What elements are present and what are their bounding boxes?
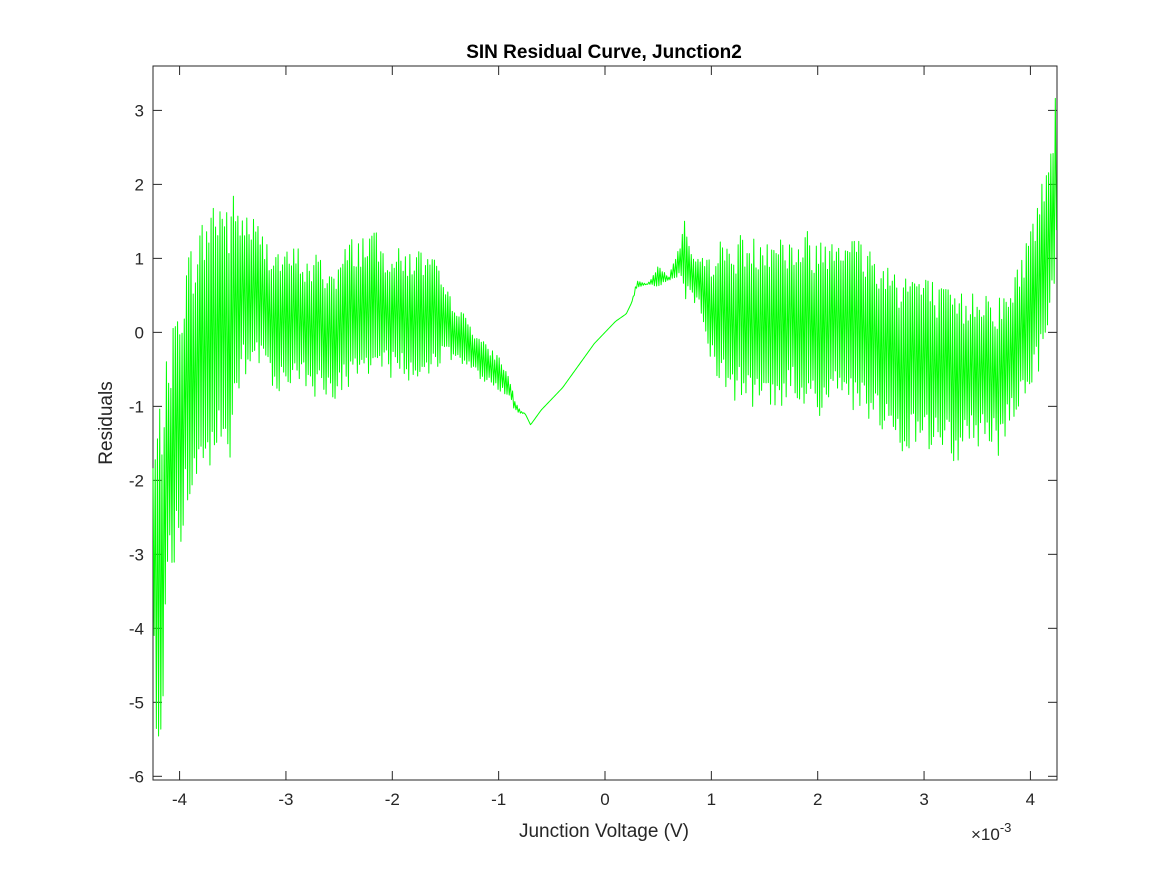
x-tick-label: 0: [600, 790, 609, 809]
x-tick-label: 4: [1026, 790, 1035, 809]
x-axis-exponent-power: -3: [1000, 820, 1012, 835]
y-axis-title: Residuals: [96, 381, 117, 464]
x-tick-label: -2: [385, 790, 400, 809]
x-tick-label: -4: [172, 790, 187, 809]
y-tick-label: -2: [129, 471, 144, 490]
y-tick-label: -4: [129, 619, 144, 638]
plot-area: -4 -3 -2 -1 0 1 2 3 4 -6 -5 -4 -3 -2 -1 0 1 2 3: [129, 65, 1058, 809]
x-axis-title: Junction Voltage (V): [519, 821, 689, 842]
x-tick-label: -3: [278, 790, 293, 809]
x-tick-label: 3: [919, 790, 928, 809]
chart-title: SIN Residual Curve, Junction2: [466, 42, 742, 63]
y-tick-label: -5: [129, 693, 144, 712]
residuals-series-line: [152, 97, 1057, 737]
y-tick-label: 1: [135, 249, 144, 268]
x-axis-exponent-base: ×10: [971, 825, 1000, 844]
y-tick-label: -1: [129, 397, 144, 416]
x-tick-label: -1: [491, 790, 506, 809]
y-tick-label: 2: [135, 175, 144, 194]
x-axis-exponent-label: ×10-3: [971, 820, 1011, 844]
y-tick-label: 3: [135, 101, 144, 120]
x-tick-label: 1: [707, 790, 716, 809]
x-tick-label: 2: [813, 790, 822, 809]
y-tick-label: -3: [129, 545, 144, 564]
x-axis-ticks: -4 -3 -2 -1 0 1 2 3 4: [172, 66, 1035, 809]
y-tick-label: 0: [135, 323, 144, 342]
y-tick-label: -6: [129, 767, 144, 786]
